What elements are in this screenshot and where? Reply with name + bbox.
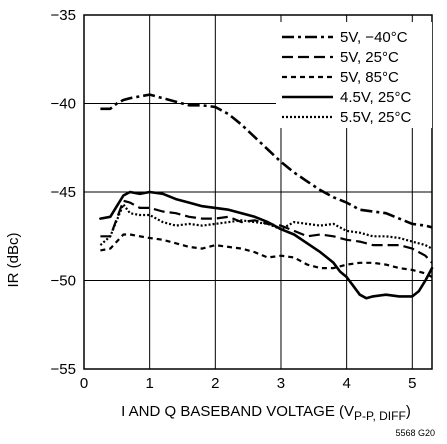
x-tick-label: 5 <box>408 375 416 392</box>
y-axis-title: IR (dBc) <box>5 232 22 287</box>
y-tick-label: −40 <box>51 96 76 113</box>
y-tick-label: −50 <box>51 273 76 290</box>
x-tick-label: 0 <box>80 375 88 392</box>
y-axis-ticks: −55 −50 −45 −40 −35 <box>51 7 76 378</box>
x-axis-title: I AND Q BASEBAND VOLTAGE (VP-P, DIFF) <box>121 403 411 423</box>
series-line-5 <box>99 203 433 250</box>
legend-background <box>276 22 432 128</box>
figure-code: 5568 G20 <box>395 428 435 438</box>
legend: 5V, −40°C 5V, 25°C 5V, 85°C 4.5V, 25°C 5.5V,… <box>276 22 432 128</box>
x-axis-title-subscript: P-P, DIFF <box>354 409 406 423</box>
series-line-1 <box>100 93 433 229</box>
legend-label-1: 5V, −40°C <box>340 29 408 46</box>
legend-label-2: 5V, 25°C <box>340 49 399 66</box>
plot-frame <box>83 14 433 370</box>
x-tick-label: 1 <box>145 375 153 392</box>
x-tick-label: 3 <box>277 375 285 392</box>
y-tick-label: −35 <box>51 7 76 24</box>
x-axis-title-end: ) <box>406 403 411 420</box>
x-axis-title-main: I AND Q BASEBAND VOLTAGE (V <box>121 403 354 420</box>
y-tick-label: −55 <box>51 361 76 378</box>
x-tick-label: 4 <box>342 375 350 392</box>
x-tick-label: 2 <box>211 375 219 392</box>
series-line-2 <box>100 199 433 264</box>
x-axis-ticks: 0 1 2 3 4 5 <box>80 375 417 392</box>
series-line-3 <box>100 233 433 278</box>
legend-label-5: 5.5V, 25°C <box>340 109 411 126</box>
series-group <box>99 93 434 300</box>
y-tick-label: −45 <box>51 184 76 201</box>
legend-label-4: 4.5V, 25°C <box>340 89 411 106</box>
legend-label-3: 5V, 85°C <box>340 69 399 86</box>
